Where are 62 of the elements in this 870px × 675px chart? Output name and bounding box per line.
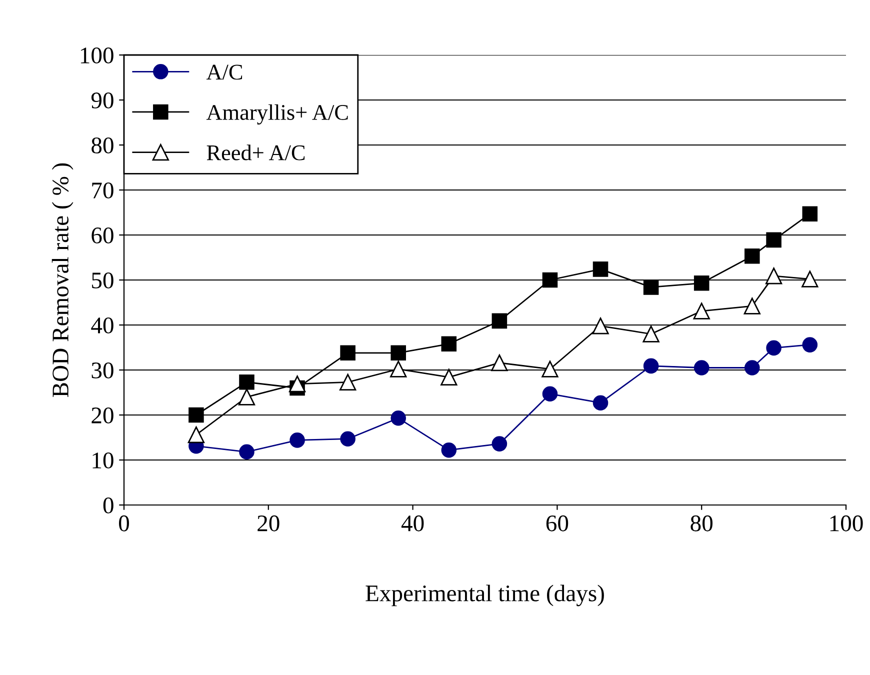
point	[802, 270, 818, 288]
point	[492, 436, 508, 452]
x-tick-label: 40	[401, 515, 424, 532]
x-tick-label: 20	[258, 515, 280, 532]
x-tick-label: 60	[546, 515, 568, 532]
point	[340, 431, 356, 446]
y-tick-label: 70	[92, 182, 114, 198]
point	[744, 248, 760, 264]
x-tick-label: 80	[690, 515, 713, 532]
point	[592, 318, 609, 334]
x-axis-title: Experimental time (days)	[366, 584, 604, 606]
x-tick-label: 100	[830, 515, 863, 532]
point	[188, 426, 205, 444]
point	[239, 374, 254, 390]
point	[542, 386, 558, 402]
point	[694, 276, 710, 291]
point	[340, 345, 356, 361]
point	[592, 262, 608, 277]
point	[693, 302, 710, 320]
point	[339, 374, 356, 390]
point	[744, 298, 760, 314]
point	[643, 358, 659, 374]
point	[766, 232, 782, 248]
y-tick-label: 50	[92, 272, 114, 288]
point	[390, 410, 406, 426]
y-tick-label: 90	[91, 92, 114, 108]
point	[744, 360, 760, 376]
point	[694, 360, 710, 376]
point	[440, 368, 458, 386]
y-tick-label: 40	[91, 317, 114, 334]
point	[441, 336, 457, 352]
point	[441, 442, 457, 458]
y-tick-label: 10	[92, 452, 114, 468]
point	[592, 395, 608, 410]
point	[491, 354, 508, 372]
y-tick-label: 60	[92, 227, 114, 244]
point	[642, 326, 660, 342]
point	[239, 444, 254, 460]
point	[802, 337, 818, 352]
point	[390, 345, 406, 361]
point	[765, 268, 782, 284]
point	[188, 407, 204, 423]
point	[766, 340, 782, 356]
point	[492, 313, 508, 329]
x-tick-label: 0	[118, 515, 130, 532]
point	[542, 272, 558, 288]
legend-label: A/C	[206, 64, 242, 80]
point	[802, 206, 818, 222]
y-tick-label: 100	[80, 47, 114, 64]
y-tick-label: 30	[92, 362, 114, 378]
point	[290, 432, 305, 448]
point	[643, 280, 659, 295]
legend-label: Reed+ A/C	[206, 144, 305, 160]
point	[390, 360, 407, 378]
point	[288, 376, 306, 392]
y-tick-label: 0	[103, 497, 114, 514]
legend-label: Amaryllis+ A/C	[206, 104, 348, 125]
y-tick-label: 80	[92, 137, 114, 154]
y-tick-label: 20	[92, 407, 114, 424]
point	[238, 388, 256, 406]
y-axis-title: BOD Removal rate ( % )	[52, 163, 74, 398]
point	[542, 360, 558, 378]
